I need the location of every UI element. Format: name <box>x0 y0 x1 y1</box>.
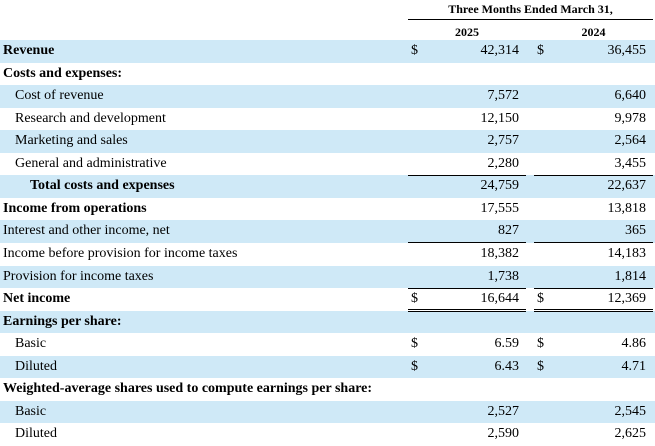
table-row: Costs and expenses: <box>0 63 655 86</box>
currency-symbol-2025: $ <box>411 358 418 374</box>
row-label: Diluted <box>15 358 57 374</box>
value-2025: 12,150 <box>480 110 520 126</box>
table-row: Net income $16,644 $12,369 <box>0 288 655 311</box>
double-rule-net-income-2024-b <box>534 311 653 312</box>
period-header: Three Months Ended March 31, <box>448 2 613 16</box>
table-row: General and administrative 2,280 3,455 <box>0 153 655 176</box>
value-2025: 6.59 <box>494 336 520 352</box>
value-2025: 2,280 <box>487 155 520 171</box>
rule-above-net-income-2024 <box>534 288 653 289</box>
currency-symbol-2024: $ <box>537 336 544 352</box>
row-label: Marketing and sales <box>15 133 128 149</box>
value-2025: 2,757 <box>487 133 520 149</box>
table-row: Cost of revenue 7,572 6,640 <box>0 85 655 108</box>
value-2024: 365 <box>625 223 646 239</box>
value-2025: 18,382 <box>480 245 520 261</box>
value-2025: 2,590 <box>487 426 520 442</box>
row-label: Diluted <box>15 426 57 442</box>
table-row: Diluted 2,590 2,625 <box>0 423 655 446</box>
table-row: Marketing and sales 2,757 2,564 <box>0 130 655 153</box>
currency-symbol-2025: $ <box>411 43 418 58</box>
value-2025: 7,572 <box>487 88 520 104</box>
row-label: Net income <box>3 291 71 307</box>
value-2025: 2,527 <box>487 403 520 419</box>
row-label: Interest and other income, net <box>3 223 170 239</box>
rule-above-income-before-tax <box>408 242 526 243</box>
table-row: Income from operations 17,555 13,818 <box>0 198 655 221</box>
table-row: Research and development 12,150 9,978 <box>0 108 655 131</box>
table-row: Income before provision for income taxes… <box>0 243 655 266</box>
value-2025: 17,555 <box>480 200 520 216</box>
currency-symbol-2025: $ <box>411 291 418 307</box>
value-2024: 36,455 <box>607 43 647 58</box>
value-2025: 24,759 <box>480 178 520 194</box>
column-header-2025: 2025 <box>455 25 479 39</box>
double-rule-net-income-2024-a <box>534 309 653 310</box>
value-2025: 16,644 <box>480 291 520 307</box>
rule-above-total-costs-2024 <box>534 175 653 176</box>
table-row: Basic 2,527 2,545 <box>0 400 655 424</box>
value-2024: 14,183 <box>607 245 647 261</box>
value-2024: 6,640 <box>614 88 647 104</box>
table-row: Earnings per share: <box>0 310 655 334</box>
value-2025: 6.43 <box>494 358 520 374</box>
value-2024: 1,814 <box>614 268 647 284</box>
table-row: Basic $6.59 $4.86 <box>0 333 655 356</box>
value-2025: 827 <box>498 223 519 239</box>
row-label: Income before provision for income taxes <box>3 245 238 261</box>
row-label: General and administrative <box>15 155 167 171</box>
row-label: Weighted-average shares used to compute … <box>3 381 373 397</box>
currency-symbol-2024: $ <box>537 43 544 58</box>
double-rule-net-income-a <box>408 309 526 310</box>
value-2024: 3,455 <box>614 155 647 171</box>
value-2024: 13,818 <box>607 200 647 216</box>
row-label: Income from operations <box>3 200 147 216</box>
table-row: Diluted $6.43 $4.71 <box>0 355 655 379</box>
row-label: Basic <box>15 403 47 419</box>
table-row: Revenue $42,314 $36,455 <box>0 40 655 63</box>
row-label: Earnings per share: <box>3 313 122 329</box>
value-2025: 1,738 <box>487 268 520 284</box>
rule-above-income-before-tax-2024 <box>534 242 653 243</box>
currency-symbol-2025: $ <box>411 336 418 352</box>
value-2024: 2,545 <box>614 403 647 419</box>
value-2024: 4.71 <box>621 358 647 374</box>
value-2024: 2,625 <box>614 426 647 442</box>
table-row: Weighted-average shares used to compute … <box>0 378 655 401</box>
value-2024: 22,637 <box>607 178 647 194</box>
currency-symbol-2024: $ <box>537 291 544 307</box>
row-label: Provision for income taxes <box>3 268 154 284</box>
double-rule-net-income-b <box>408 311 526 312</box>
row-label: Research and development <box>15 110 166 126</box>
table-row: Provision for income taxes 1,738 1,814 <box>0 265 655 288</box>
row-label: Total costs and expenses <box>30 178 175 194</box>
currency-symbol-2024: $ <box>537 358 544 374</box>
row-label: Costs and expenses: <box>3 65 123 81</box>
row-label: Revenue <box>3 43 55 58</box>
table-row: Interest and other income, net 827 365 <box>0 220 655 243</box>
table-row: Total costs and expenses 24,759 22,637 <box>0 175 655 198</box>
row-label: Cost of revenue <box>15 88 104 104</box>
rule-above-net-income <box>408 288 526 289</box>
value-2024: 9,978 <box>614 110 647 126</box>
value-2024: 4.86 <box>621 336 647 352</box>
value-2024: 2,564 <box>614 133 647 149</box>
period-underline <box>408 19 653 20</box>
row-label: Basic <box>15 336 47 352</box>
value-2025: 42,314 <box>480 43 520 58</box>
rule-above-total-costs <box>408 175 526 176</box>
value-2024: 12,369 <box>607 291 647 307</box>
column-header-2024: 2024 <box>581 25 606 39</box>
